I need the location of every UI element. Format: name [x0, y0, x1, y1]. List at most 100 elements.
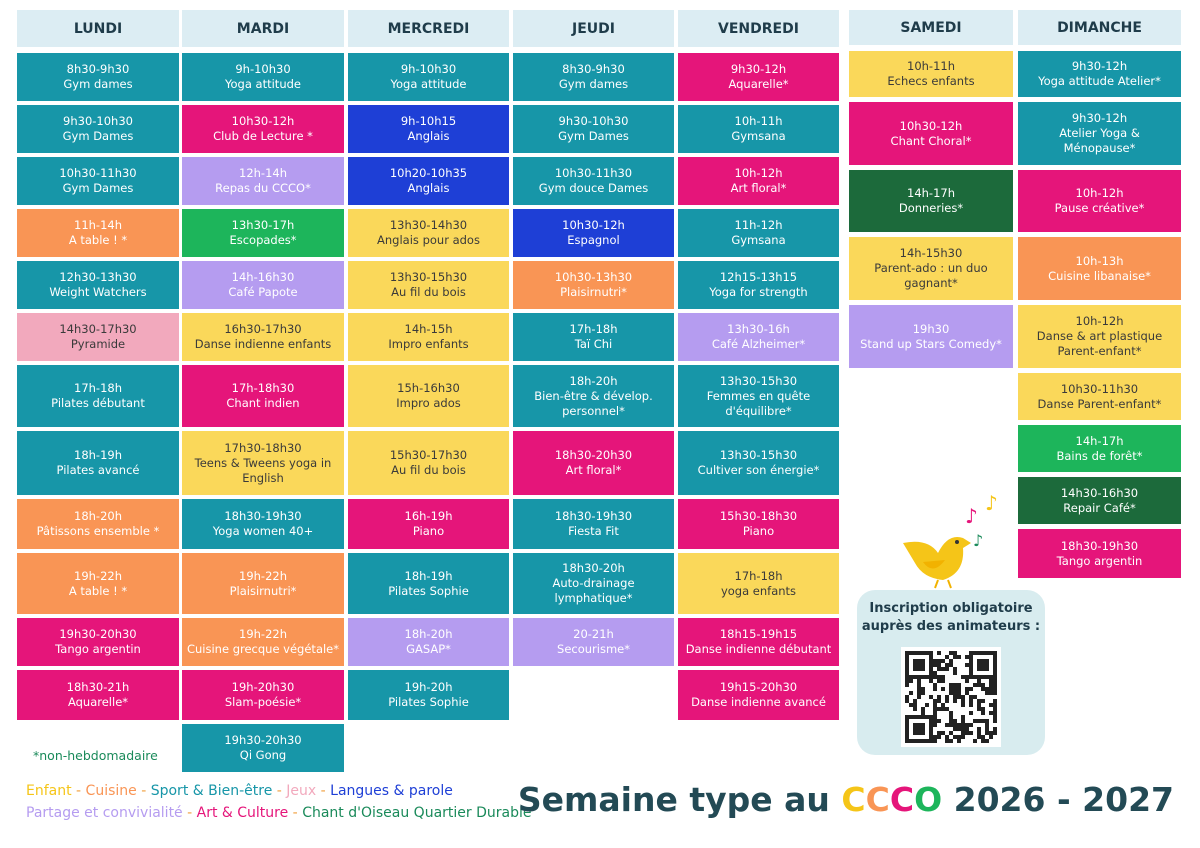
event-cell: 8h30-9h30 Gym dames: [17, 53, 179, 101]
event-cell: 10h30-11h30 Gym Dames: [17, 157, 179, 205]
event-label: Piano: [412, 524, 445, 538]
event-time: 16h30-17h30: [224, 322, 302, 336]
event-label: Gym Dames: [62, 129, 134, 143]
event-label: Pâtissons ensemble *: [36, 524, 160, 538]
event-time: 19h15-20h30: [719, 680, 798, 694]
event-label: Yoga women 40+: [212, 524, 314, 538]
event-cell: 10h30-11h30 Danse Parent-enfant*: [1018, 373, 1181, 420]
event-time: 17h-18h30: [231, 381, 295, 395]
event-time: 18h15-19h15: [719, 627, 798, 641]
event-cell: 18h-20h GASAP*: [348, 618, 509, 666]
event-label: Yoga for strength: [709, 285, 808, 299]
event-label: A table ! *: [68, 583, 128, 598]
event-time: 13h30-14h30: [389, 218, 468, 232]
event-cell: 13h30-17h Escopades*: [182, 209, 344, 257]
event-cell: 18h30-20h Auto-drainage lymphatique*: [513, 553, 674, 614]
event-time: 10h-12h: [734, 166, 783, 180]
event-label: Espagnol: [567, 233, 620, 247]
event-cell: 13h30-15h30 Cultiver son énergie*: [678, 431, 839, 495]
event-cell: 10h-12h Pause créative*: [1018, 170, 1181, 232]
event-time: 18h30-19h30: [224, 509, 302, 523]
event-label: Chant Choral*: [890, 133, 972, 148]
legend-item: Langues & parole: [316, 783, 453, 799]
day-header: DIMANCHE: [1018, 10, 1181, 45]
event-time: 13h30-15h30: [719, 448, 798, 462]
event-time: 9h30-10h30: [558, 114, 629, 128]
event-label: Cuisine grecque végétale*: [186, 642, 340, 656]
event-time: 14h-16h30: [231, 270, 295, 284]
event-cell: 15h30-18h30 Piano: [678, 499, 839, 549]
event-time: 14h-17h: [907, 186, 955, 200]
legend-item: Art & Culture: [183, 805, 289, 821]
event-cell: 9h-10h30 Yoga attitude: [348, 53, 509, 101]
event-cell: 10h30-13h30 Plaisirnutri*: [513, 261, 674, 309]
svg-text:♪: ♪: [973, 531, 983, 550]
event-label: Pilates Sophie: [388, 695, 469, 709]
event-time: 19h-20h30: [231, 680, 295, 694]
event-time: 17h30-18h30: [224, 440, 302, 455]
event-label: Au fil du bois: [391, 285, 466, 299]
event-cell: 14h-15h30 Parent-ado : un duo gagnant*: [849, 237, 1013, 300]
event-label: Auto-drainage lymphatique*: [552, 576, 635, 605]
title-brand: CCCO: [841, 780, 942, 819]
event-time: 17h-18h: [74, 381, 122, 395]
event-time: 9h-10h30: [400, 62, 457, 76]
event-cell: 15h30-17h30 Au fil du bois: [348, 431, 509, 495]
event-cell: 12h-14h Repas du CCCO*: [182, 157, 344, 205]
event-time: 13h30-16h: [727, 322, 790, 336]
event-time: 18h-20h: [404, 627, 453, 641]
event-label: Yoga attitude: [225, 77, 301, 91]
event-label: Weight Watchers: [49, 285, 147, 299]
event-label: Pilates avancé: [56, 463, 140, 477]
event-label: Repair Café*: [1063, 500, 1136, 515]
event-label: Tango argentin: [1056, 553, 1143, 568]
event-label: Teens & Tweens yoga in English: [194, 455, 332, 485]
event-time: 12h30-13h30: [59, 270, 137, 284]
event-cell: 10h-12h Danse & art plastique Parent-enfa…: [1018, 305, 1181, 368]
event-time: 14h-15h30: [899, 246, 963, 260]
event-cell: 18h30-19h30 Yoga women 40+: [182, 499, 344, 549]
event-label: Bien-être & dévelop. personnel*: [534, 388, 653, 418]
event-cell: 13h30-16h Café Alzheimer*: [678, 313, 839, 361]
event-label: Gym douce Dames: [538, 181, 649, 195]
event-label: yoga enfants: [720, 583, 797, 598]
event-time: 9h30-12h: [730, 62, 787, 76]
event-time: 10h-13h: [1075, 253, 1124, 268]
svg-text:♪: ♪: [965, 504, 978, 528]
event-label: Aquarelle*: [67, 695, 129, 709]
event-label: Club de Lecture *: [213, 129, 313, 143]
event-cell: 11h-14h A table ! *: [17, 209, 179, 257]
event-cell: 18h30-19h30 Fiesta Fit: [513, 499, 674, 549]
event-time: 9h30-10h30: [63, 114, 133, 128]
event-label: Gymsana: [731, 129, 786, 143]
event-cell: 10h30-12h Club de Lecture *: [182, 105, 344, 153]
event-time: 19h30-20h30: [224, 733, 302, 747]
event-time: 10h-12h: [1075, 314, 1124, 328]
event-cell: 19h30-20h30 Tango argentin: [17, 618, 179, 666]
title-years: 2026 - 2027: [953, 780, 1174, 819]
event-cell: 9h30-12h Atelier Yoga & Ménopause*: [1018, 102, 1181, 165]
event-label: Plaisirnutri*: [229, 583, 297, 598]
brand-letter: C: [841, 780, 866, 819]
event-label: Pilates débutant: [51, 396, 145, 410]
event-cell: 10h30-11h30 Gym douce Dames: [513, 157, 674, 205]
event-time: 18h30-19h30: [554, 509, 633, 523]
event-cell: 12h15-13h15 Yoga for strength: [678, 261, 839, 309]
event-cell: 14h30-16h30 Repair Café*: [1018, 477, 1181, 524]
bird-illustration: ♪ ♪ ♪: [903, 491, 998, 589]
event-cell: 18h-20h Pâtissons ensemble *: [17, 499, 179, 549]
event-cell: 14h-15h Impro enfants: [348, 313, 509, 361]
qr-code: [901, 647, 1001, 747]
event-time: 9h30-12h: [1071, 59, 1128, 73]
event-cell: 8h30-9h30 Gym dames: [513, 53, 674, 101]
event-time: 18h30-20h30: [554, 448, 633, 462]
event-time: 14h30-17h30: [59, 322, 137, 336]
event-cell: 14h-17h Bains de forêt*: [1018, 425, 1181, 472]
brand-letter: C: [865, 780, 890, 819]
event-time: 9h-10h15: [400, 114, 457, 128]
event-time: 14h-15h: [404, 322, 453, 336]
event-label: Piano: [742, 524, 775, 538]
event-time: 10h-11h: [734, 114, 783, 128]
day-header: VENDREDI: [678, 10, 839, 47]
event-cell: 17h30-18h30 Teens & Tweens yoga in Englis…: [182, 431, 344, 495]
